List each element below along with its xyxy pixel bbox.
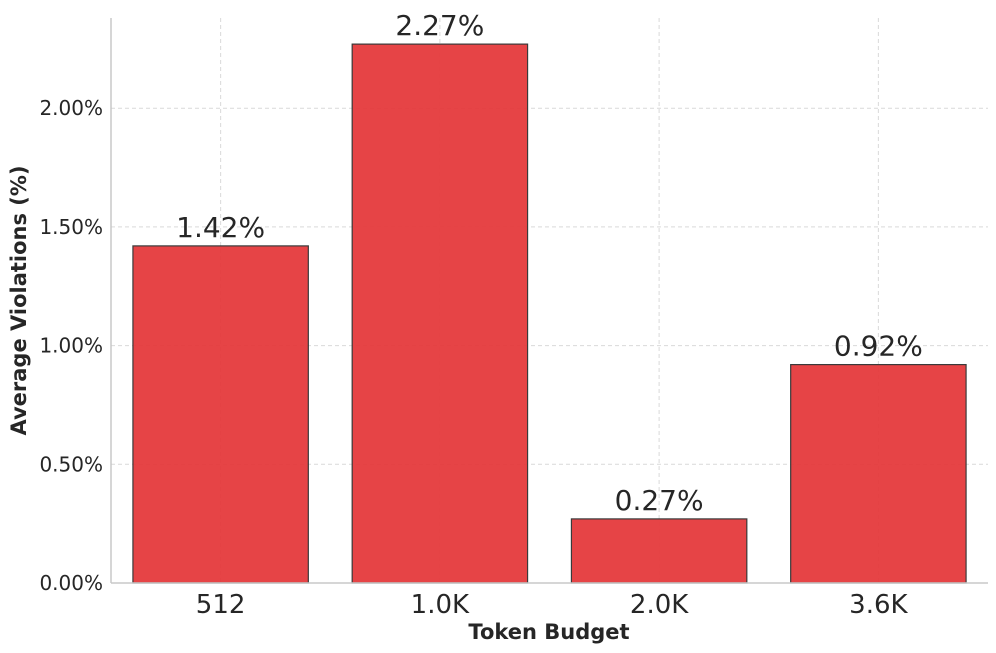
data-label: 2.27% — [395, 9, 484, 42]
y-tick-label: 2.00% — [39, 96, 103, 120]
y-tick-label: 0.00% — [39, 571, 103, 595]
data-label: 0.92% — [834, 330, 923, 363]
x-axis-label: Token Budget — [468, 620, 629, 644]
y-tick-labels: 0.00% 0.50% 1.00% 1.50% 2.00% — [39, 96, 103, 595]
x-tick-labels: 512 1.0K 2.0K 3.6K — [196, 590, 909, 620]
data-label: 1.42% — [176, 211, 265, 244]
bar — [790, 363, 967, 584]
axes — [110, 18, 988, 584]
x-tick-label: 3.6K — [849, 590, 908, 620]
x-tick-label: 512 — [196, 590, 246, 620]
y-tick-label: 1.50% — [39, 215, 103, 239]
y-tick-label: 1.00% — [39, 334, 103, 358]
x-tick-label: 1.0K — [411, 590, 470, 620]
x-tick-label: 2.0K — [630, 590, 689, 620]
y-axis-label: Average Violations (%) — [7, 165, 31, 435]
data-label: 0.27% — [615, 484, 704, 517]
y-tick-label: 0.50% — [39, 452, 103, 476]
bar — [132, 245, 309, 584]
data-labels: 1.42% 2.27% 0.27% 0.92% — [176, 9, 923, 517]
bar — [570, 518, 748, 584]
bars-group — [132, 43, 967, 584]
bar — [351, 43, 529, 584]
